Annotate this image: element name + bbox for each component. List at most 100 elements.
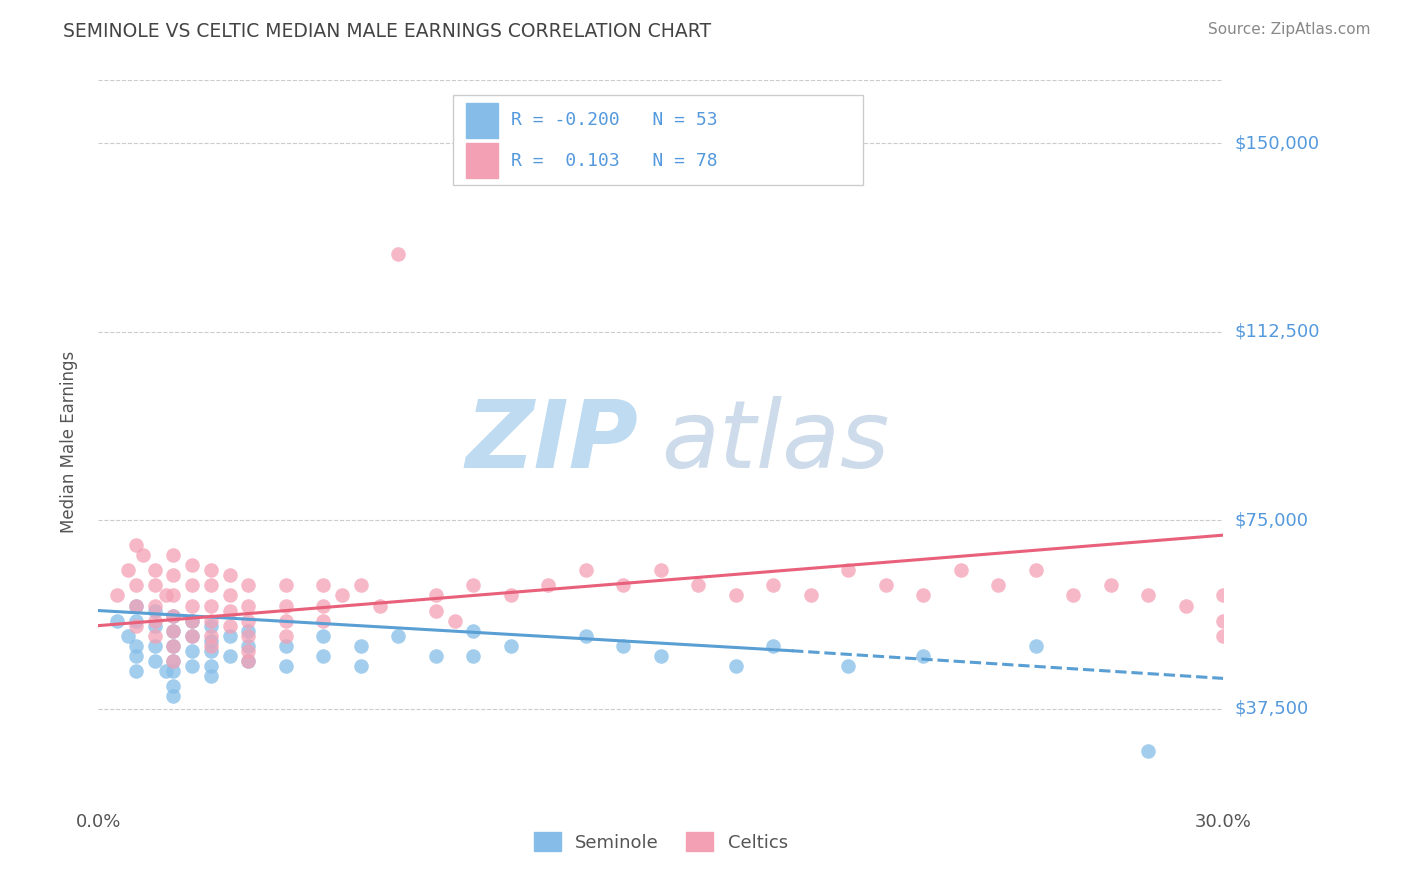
Point (125, 648, 148, 663)
Point (181, 629, 204, 643)
Point (162, 608, 184, 623)
Point (162, 664, 184, 678)
Point (1062, 589, 1084, 603)
Point (143, 563, 166, 577)
Point (238, 599, 260, 613)
Bar (467, 103, 498, 138)
Point (575, 629, 598, 643)
Text: $150,000: $150,000 (1234, 134, 1319, 153)
Point (387, 629, 409, 643)
Point (162, 568, 184, 582)
Point (143, 618, 166, 632)
Point (238, 624, 260, 638)
Point (143, 639, 166, 653)
Text: R =  0.103   N = 78: R = 0.103 N = 78 (512, 153, 718, 170)
Point (650, 648, 672, 663)
Point (200, 578, 222, 592)
Point (463, 624, 485, 638)
Point (612, 578, 634, 592)
Point (200, 658, 222, 673)
Point (143, 654, 166, 668)
Point (724, 589, 747, 603)
Y-axis label: Median Male Earnings: Median Male Earnings (59, 351, 77, 533)
Point (143, 603, 166, 617)
Point (181, 629, 204, 643)
Point (762, 639, 785, 653)
Point (238, 654, 260, 668)
Point (200, 599, 222, 613)
Point (181, 658, 204, 673)
Point (125, 578, 148, 592)
Point (330, 589, 353, 603)
Point (350, 658, 373, 673)
Point (125, 538, 148, 552)
Point (837, 563, 859, 577)
Point (162, 654, 184, 668)
Point (105, 614, 128, 628)
Point (1174, 599, 1197, 613)
Point (274, 599, 297, 613)
Point (238, 639, 260, 653)
Point (162, 654, 184, 668)
Point (387, 246, 409, 260)
Text: $112,500: $112,500 (1234, 323, 1320, 341)
Text: Source: ZipAtlas.com: Source: ZipAtlas.com (1208, 22, 1371, 37)
Point (650, 563, 672, 577)
Point (274, 658, 297, 673)
Point (181, 578, 204, 592)
Point (537, 578, 560, 592)
Point (312, 614, 335, 628)
Point (425, 589, 447, 603)
Point (912, 589, 935, 603)
Point (125, 664, 148, 678)
Point (987, 578, 1010, 592)
Text: SEMINOLE VS CELTIC MEDIAN MALE EARNINGS CORRELATION CHART: SEMINOLE VS CELTIC MEDIAN MALE EARNINGS … (63, 22, 711, 41)
Point (463, 648, 485, 663)
Point (125, 599, 148, 613)
Point (1099, 578, 1122, 592)
Point (162, 689, 184, 703)
Point (181, 558, 204, 573)
Point (200, 639, 222, 653)
Point (105, 589, 128, 603)
Point (312, 648, 335, 663)
Point (949, 563, 972, 577)
Point (1212, 589, 1234, 603)
Text: atlas: atlas (661, 396, 889, 487)
Point (1137, 589, 1160, 603)
Point (274, 629, 297, 643)
Point (425, 603, 447, 617)
Point (274, 639, 297, 653)
Point (612, 639, 634, 653)
Point (425, 648, 447, 663)
Point (875, 578, 897, 592)
Point (143, 578, 166, 592)
Point (181, 644, 204, 658)
Point (218, 618, 240, 632)
Text: ZIP: ZIP (465, 395, 638, 488)
Point (912, 648, 935, 663)
Point (181, 614, 204, 628)
Point (125, 639, 148, 653)
Point (218, 629, 240, 643)
Point (125, 614, 148, 628)
Point (200, 629, 222, 643)
Point (800, 589, 823, 603)
Point (1025, 639, 1047, 653)
Point (162, 679, 184, 693)
Point (117, 629, 139, 643)
Point (143, 599, 166, 613)
FancyBboxPatch shape (453, 95, 863, 185)
Legend: Seminole, Celtics: Seminole, Celtics (527, 825, 794, 859)
Point (162, 624, 184, 638)
Point (181, 614, 204, 628)
Point (132, 548, 155, 562)
Point (125, 599, 148, 613)
Point (762, 578, 785, 592)
Point (1137, 744, 1160, 758)
Point (125, 618, 148, 632)
Point (238, 644, 260, 658)
Point (143, 614, 166, 628)
Text: $75,000: $75,000 (1234, 511, 1309, 529)
Point (218, 603, 240, 617)
